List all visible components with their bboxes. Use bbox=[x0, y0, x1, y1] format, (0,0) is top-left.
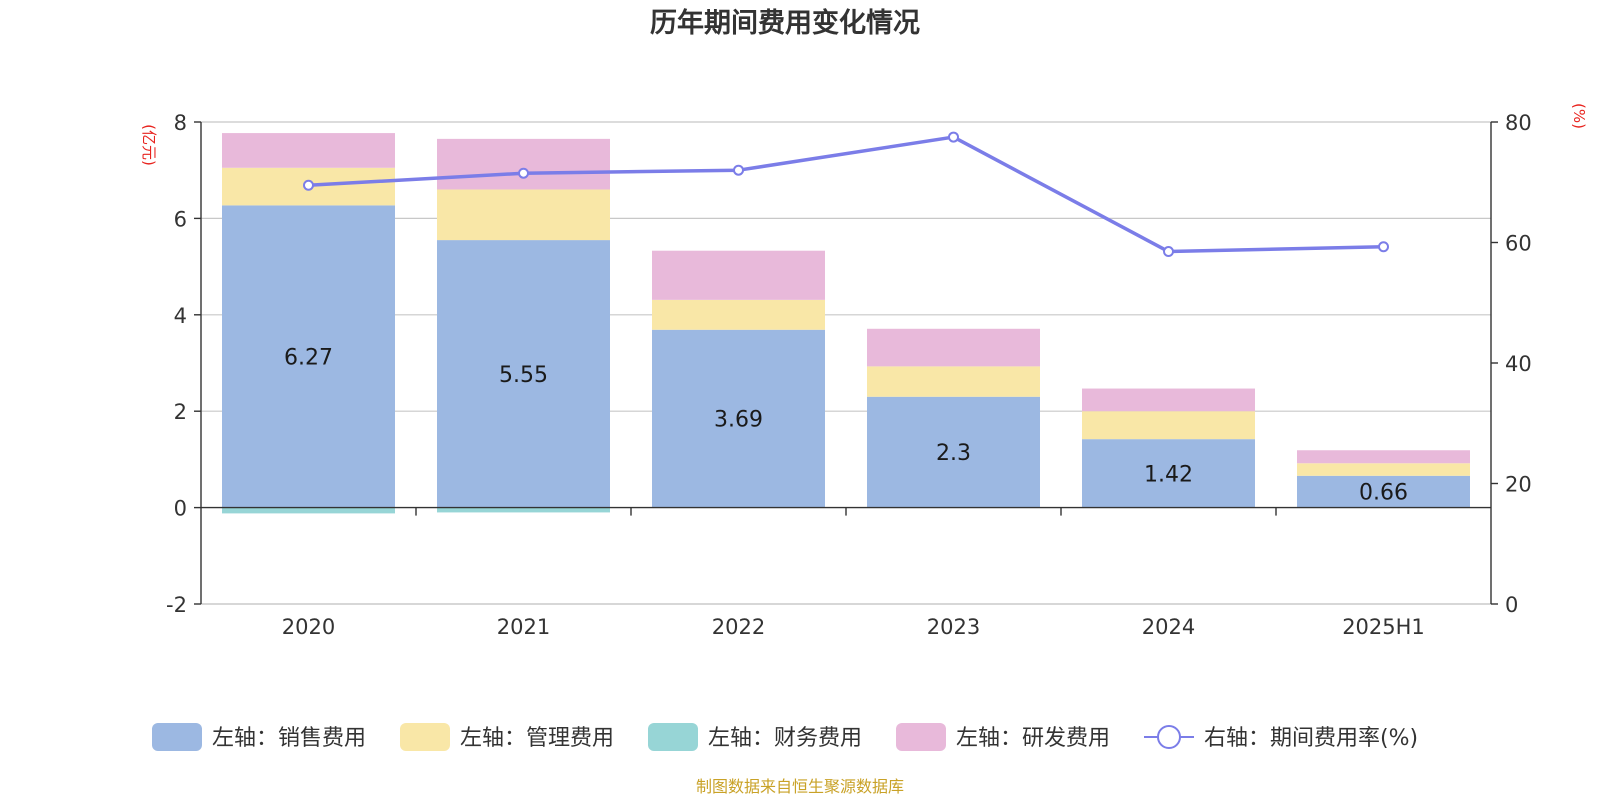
bar-value-label: 1.42 bbox=[1144, 462, 1193, 487]
legend-item: 左轴：销售费用 bbox=[152, 723, 366, 751]
category-label: 2024 bbox=[1142, 615, 1195, 639]
bar-segment bbox=[652, 329, 825, 508]
rate-point bbox=[948, 131, 959, 143]
category-label: 2022 bbox=[712, 615, 765, 639]
bar-segment bbox=[437, 240, 610, 508]
rate-line bbox=[308, 135, 1384, 254]
bar-segment bbox=[222, 133, 395, 168]
category-label: 2020 bbox=[282, 615, 335, 639]
bar-segment bbox=[1297, 450, 1470, 464]
right-axis-tick-label: 80 bbox=[1505, 111, 1532, 135]
grid bbox=[201, 121, 1491, 605]
legend-swatch bbox=[896, 723, 946, 751]
left-axis-unit: (亿元) bbox=[140, 124, 158, 166]
bar-segment bbox=[1297, 463, 1470, 476]
bar-segment bbox=[652, 250, 825, 300]
left-axis-tick-label: 2 bbox=[174, 400, 187, 424]
bar-value-label: 2.3 bbox=[936, 441, 971, 466]
category-label: 2023 bbox=[927, 615, 980, 639]
bar-segment bbox=[867, 328, 1040, 367]
legend-item: 右轴：期间费用率(%) bbox=[1144, 725, 1418, 751]
legend-item: 左轴：研发费用 bbox=[896, 723, 1110, 751]
legend-item: 左轴：管理费用 bbox=[400, 723, 614, 751]
left-axis-tick-label: 0 bbox=[174, 497, 187, 521]
bar-segment bbox=[437, 507, 610, 513]
bar-value-label: 3.69 bbox=[714, 408, 763, 433]
bar-segment bbox=[1297, 475, 1470, 508]
bar-segment bbox=[437, 189, 610, 241]
bar-segment bbox=[437, 138, 610, 190]
right-axis-tick-label: 20 bbox=[1505, 473, 1532, 497]
right-axis-tick-label: 40 bbox=[1505, 352, 1532, 376]
left-axis-tick-label: 8 bbox=[174, 111, 187, 135]
bar-value-label: 5.55 bbox=[499, 363, 548, 388]
legend-item: 左轴：财务费用 bbox=[648, 723, 862, 751]
category-label: 2025H1 bbox=[1342, 615, 1425, 639]
legend-label: 左轴：管理费用 bbox=[460, 726, 614, 751]
left-axis-tick-label: 4 bbox=[174, 304, 187, 328]
legend-swatch bbox=[400, 723, 450, 751]
chart-title: 历年期间费用变化情况 bbox=[650, 7, 920, 39]
bar-segment bbox=[222, 205, 395, 508]
left-axis-tick-label: -2 bbox=[166, 593, 187, 617]
bar-segment bbox=[652, 299, 825, 330]
right-axis-unit: (%) bbox=[1570, 103, 1588, 129]
legend-label: 左轴：财务费用 bbox=[708, 726, 862, 751]
rate-point bbox=[303, 179, 314, 191]
legend-swatch bbox=[152, 723, 202, 751]
rate-point bbox=[1163, 246, 1174, 258]
right-axis-tick-label: 60 bbox=[1505, 232, 1532, 256]
source-note: 制图数据来自恒生聚源数据库 bbox=[696, 777, 904, 796]
rate-point bbox=[733, 164, 744, 176]
bar-series bbox=[222, 133, 1470, 514]
bar-segment bbox=[867, 366, 1040, 397]
legend-marker bbox=[1157, 725, 1181, 749]
rate-point bbox=[1378, 241, 1389, 253]
rate-point bbox=[518, 167, 529, 179]
bar-segment bbox=[1082, 388, 1255, 412]
category-label: 2021 bbox=[497, 615, 550, 639]
bar-segment bbox=[867, 396, 1040, 508]
legend-label: 右轴：期间费用率(%) bbox=[1204, 726, 1418, 751]
bar-segment bbox=[1082, 411, 1255, 440]
bar-segment bbox=[222, 507, 395, 514]
bar-segment bbox=[1082, 439, 1255, 508]
right-axis-tick-label: 0 bbox=[1505, 593, 1518, 617]
bar-value-label: 6.27 bbox=[284, 345, 333, 370]
bar-value-label: 0.66 bbox=[1359, 481, 1408, 506]
rate-line-series bbox=[303, 131, 1389, 258]
legend-label: 左轴：研发费用 bbox=[956, 726, 1110, 751]
legend-label: 左轴：销售费用 bbox=[212, 726, 366, 751]
legend: 左轴：销售费用 左轴：管理费用 左轴：财务费用 左轴：研发费用 右轴：期间费用率(%) bbox=[152, 723, 1418, 751]
data-labels: 6.27 5.55 3.69 2.3 1.42 0.66 bbox=[284, 345, 1408, 505]
legend-swatch bbox=[648, 723, 698, 751]
left-axis-tick-label: 6 bbox=[174, 207, 187, 231]
